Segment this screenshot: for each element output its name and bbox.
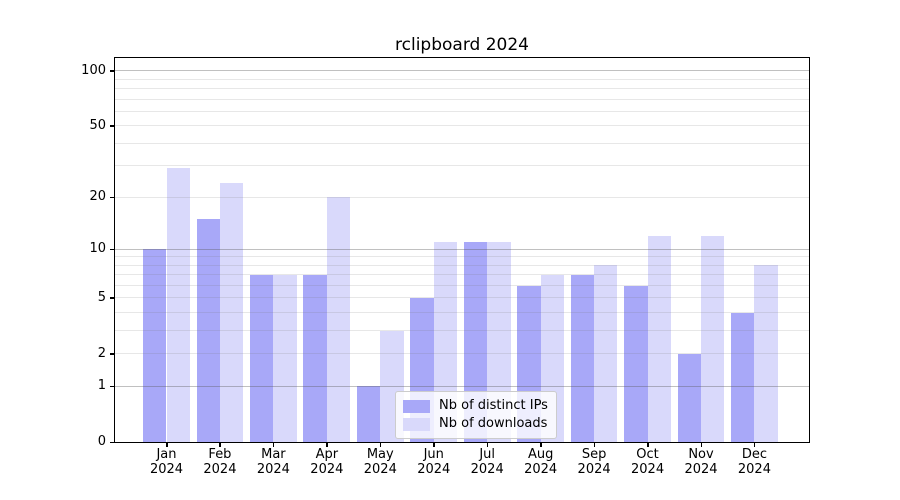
legend-label: Nb of distinct IPs [439, 398, 548, 413]
x-tick [326, 443, 328, 447]
gridline-minor [115, 142, 809, 144]
bar-downloads [594, 265, 618, 442]
bar-downloads [273, 274, 297, 442]
x-tick [753, 443, 756, 447]
x-tick [379, 443, 382, 447]
bar-downloads [754, 265, 778, 442]
bar-downloads [647, 235, 671, 442]
y-tick [110, 70, 114, 72]
x-tick-label: Sep 2024 [577, 447, 611, 477]
bar-downloads [166, 168, 190, 442]
legend-item: Nb of distinct IPs [403, 398, 548, 414]
bar-distinct-ips [250, 274, 274, 442]
y-tick-label: 100 [81, 62, 106, 78]
x-tick [486, 443, 489, 447]
bar-distinct-ips [731, 312, 755, 442]
y-tick [110, 297, 114, 299]
y-tick-label: 2 [97, 345, 106, 361]
bar-downloads [219, 183, 244, 442]
y-tick-label: 5 [97, 289, 106, 305]
x-tick [593, 443, 596, 447]
bar-distinct-ips [303, 274, 327, 442]
y-tick-label: 1 [97, 378, 106, 394]
gridline-minor [115, 88, 809, 90]
y-tick-label: 50 [89, 117, 106, 133]
legend-label: Nb of downloads [439, 416, 548, 431]
legend-swatch [403, 417, 430, 431]
bar-downloads [326, 197, 351, 442]
y-tick-label: 0 [97, 434, 106, 449]
x-tick-label: Mar 2024 [256, 447, 290, 477]
x-tick-label: Dec 2024 [737, 447, 771, 477]
y-tick [110, 125, 114, 127]
x-tick-label: Nov 2024 [684, 447, 718, 477]
y-tick-label: 10 [89, 241, 106, 257]
x-tick [700, 443, 702, 447]
x-tick-label: May 2024 [363, 447, 397, 477]
bar-distinct-ips [356, 386, 381, 442]
gridline-minor [115, 78, 809, 80]
gridline-minor [115, 125, 809, 127]
y-tick [110, 385, 114, 388]
x-tick [219, 443, 221, 447]
x-tick [540, 443, 542, 447]
x-tick-label: Oct 2024 [631, 447, 665, 477]
gridline-major [115, 70, 809, 72]
x-tick-label: Feb 2024 [203, 447, 237, 477]
y-tick-label: 20 [89, 189, 106, 205]
bar-downloads [701, 235, 725, 442]
legend-item: Nb of downloads [403, 416, 548, 432]
chart-title: rclipboard 2024 [395, 35, 529, 55]
y-tick [110, 248, 114, 251]
y-tick [110, 353, 114, 355]
gridline-minor [115, 110, 809, 112]
bar-distinct-ips [677, 353, 701, 442]
legend-swatch [403, 399, 430, 413]
plot-area [114, 57, 810, 443]
x-tick [647, 443, 649, 447]
gridline-minor [115, 165, 809, 167]
bar-distinct-ips [570, 274, 595, 442]
x-tick [166, 443, 168, 447]
x-tick-label: Jul 2024 [470, 447, 504, 477]
x-tick-label: Jan 2024 [149, 447, 184, 477]
x-tick [272, 443, 275, 447]
bar-distinct-ips [196, 219, 220, 442]
x-tick [433, 443, 435, 447]
legend: Nb of distinct IPs Nb of downloads [395, 391, 557, 439]
bar-distinct-ips [624, 285, 648, 442]
y-tick [110, 196, 114, 199]
gridline-minor [115, 98, 809, 100]
x-tick-label: Apr 2024 [310, 447, 344, 477]
x-tick-label: Jun 2024 [417, 447, 451, 477]
x-tick-label: Aug 2024 [524, 447, 558, 477]
bar-distinct-ips [143, 249, 167, 442]
y-tick [110, 441, 114, 443]
